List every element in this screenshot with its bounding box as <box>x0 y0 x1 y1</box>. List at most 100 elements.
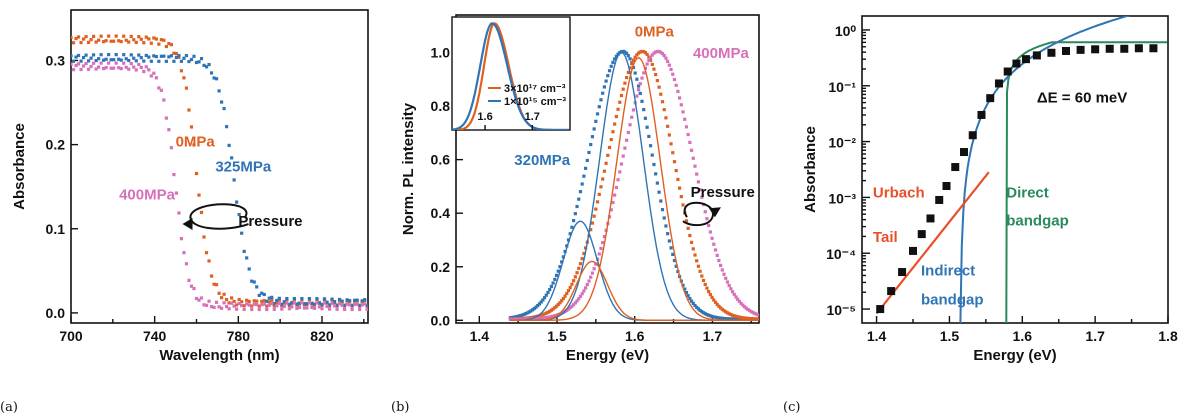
data-point <box>713 300 718 304</box>
data-point <box>257 293 261 297</box>
inset-plot-area <box>452 22 570 130</box>
data-point <box>159 54 163 58</box>
data-point <box>134 59 138 63</box>
series-400MPa <box>71 61 368 312</box>
data-point <box>698 187 702 192</box>
data-point <box>358 303 362 307</box>
data-point <box>169 54 173 58</box>
data-point <box>184 262 189 266</box>
data-point <box>636 51 641 55</box>
data-point <box>340 303 344 307</box>
data-point <box>527 310 531 314</box>
data-point <box>729 312 733 317</box>
data-point <box>515 314 519 319</box>
data-point <box>942 182 951 191</box>
x-tick-label: 1.6 <box>1013 328 1033 344</box>
data-point <box>643 51 648 55</box>
data-point <box>625 75 629 80</box>
data-point <box>681 110 685 114</box>
data-point <box>144 53 148 58</box>
data-point <box>625 138 629 142</box>
data-point <box>575 204 579 209</box>
data-point <box>708 314 712 318</box>
data-point <box>129 53 133 57</box>
data-point <box>614 185 618 190</box>
data-point <box>560 311 564 315</box>
data-point <box>652 51 656 55</box>
data-point <box>97 57 101 61</box>
data-point <box>676 177 680 182</box>
data-point <box>662 54 666 58</box>
data-point <box>187 108 191 112</box>
data-point <box>94 67 98 71</box>
data-point <box>642 108 646 112</box>
data-point <box>630 115 634 119</box>
data-point <box>691 301 695 306</box>
data-point <box>606 153 610 157</box>
data-point <box>177 55 181 59</box>
data-point <box>754 312 759 316</box>
data-point <box>548 309 552 313</box>
data-point <box>712 315 716 319</box>
data-point <box>199 210 204 215</box>
data-point <box>701 311 706 315</box>
y-tick-label: 0.8 <box>431 98 451 114</box>
data-point <box>705 217 709 221</box>
data-point <box>250 307 254 312</box>
data-point <box>713 248 718 252</box>
data-point <box>147 37 151 41</box>
data-point <box>71 62 73 66</box>
data-point <box>712 298 716 302</box>
data-point <box>660 208 665 212</box>
data-point <box>99 53 103 57</box>
data-point <box>257 304 261 308</box>
data-point <box>267 296 271 300</box>
data-point <box>204 65 209 69</box>
data-point <box>655 78 659 83</box>
data-point <box>570 304 574 308</box>
data-point <box>312 302 317 306</box>
data-point <box>162 38 166 42</box>
data-point <box>167 41 171 46</box>
inset-series-line <box>452 22 570 130</box>
data-point <box>565 308 569 312</box>
data-point <box>71 41 76 45</box>
data-point <box>578 262 583 266</box>
data-point <box>572 219 576 223</box>
data-point <box>677 186 682 190</box>
data-point <box>1032 51 1041 60</box>
data-point <box>558 265 562 269</box>
series-325MPa <box>71 53 368 307</box>
data-point <box>599 246 603 251</box>
data-point <box>345 298 349 302</box>
data-point <box>549 308 554 312</box>
data-point <box>225 297 229 302</box>
data-point <box>192 143 196 147</box>
data-point <box>607 69 612 73</box>
data-point <box>589 275 593 279</box>
data-point <box>734 314 738 318</box>
data-point <box>255 299 259 303</box>
data-point <box>684 290 689 295</box>
data-point <box>732 314 736 318</box>
data-point <box>235 307 239 311</box>
data-point <box>209 71 214 75</box>
data-point <box>645 62 649 66</box>
panel-a-plot-area <box>71 34 368 312</box>
data-point <box>739 315 743 320</box>
data-point <box>147 68 151 72</box>
data-point <box>202 303 206 307</box>
data-point <box>127 58 131 63</box>
data-point <box>734 295 738 299</box>
data-point <box>332 300 337 304</box>
data-point <box>172 51 176 55</box>
x-tick-label: 820 <box>310 328 334 344</box>
data-point <box>686 294 690 298</box>
y-tick-label: 0.0 <box>431 312 451 328</box>
data-point <box>129 61 133 66</box>
data-point <box>270 295 274 299</box>
data-point <box>640 49 644 54</box>
data-point <box>657 85 661 89</box>
data-point <box>152 54 156 58</box>
y-tick-label: 10⁻³ <box>828 190 856 206</box>
